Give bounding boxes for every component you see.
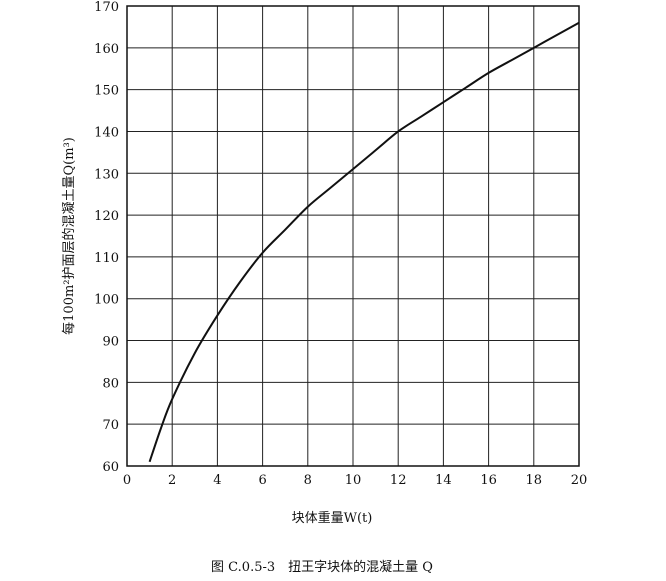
y-tick-label-100: 100 bbox=[94, 293, 119, 308]
x-tick-label-4: 4 bbox=[213, 473, 221, 488]
x-tick-label-20: 20 bbox=[571, 473, 588, 488]
y-tick-label-70: 70 bbox=[102, 418, 119, 433]
y-tick-label-120: 120 bbox=[94, 209, 119, 224]
y-tick-label-170: 170 bbox=[94, 0, 119, 15]
plot-frame bbox=[126, 5, 580, 467]
x-tick-label-6: 6 bbox=[258, 473, 266, 488]
y-tick-label-90: 90 bbox=[102, 335, 119, 350]
x-tick-label-18: 18 bbox=[526, 473, 543, 488]
x-tick-label-14: 14 bbox=[435, 473, 452, 488]
y-tick-label-80: 80 bbox=[102, 376, 119, 391]
y-tick-label-140: 140 bbox=[94, 125, 119, 140]
x-tick-labels: 0 2 4 6 8 10 12 14 16 18 20 bbox=[123, 473, 587, 488]
y-tick-label-130: 130 bbox=[94, 167, 119, 182]
grid-lines bbox=[126, 5, 580, 467]
x-tick-label-10: 10 bbox=[345, 473, 362, 488]
series-line bbox=[148, 21, 580, 463]
x-tick-label-8: 8 bbox=[304, 473, 312, 488]
y-tick-label-60: 60 bbox=[102, 460, 119, 475]
x-axis-label: 块体重量W(t) bbox=[292, 510, 373, 526]
y-tick-label-150: 150 bbox=[94, 84, 119, 99]
x-tick-label-0: 0 bbox=[123, 473, 131, 488]
y-axis-label: 每100m²护面层的混凝土量Q(m³) bbox=[61, 137, 77, 335]
y-tick-label-110: 110 bbox=[94, 251, 119, 266]
figure-caption: 图 C.0.5-3 扭王字块体的混凝土量 Q bbox=[211, 559, 433, 575]
x-tick-label-12: 12 bbox=[390, 473, 407, 488]
y-tick-labels: 60 70 80 90 100 110 120 130 140 150 160 170 bbox=[94, 0, 119, 475]
x-tick-label-2: 2 bbox=[168, 473, 176, 488]
y-tick-label-160: 160 bbox=[94, 42, 119, 57]
x-tick-label-16: 16 bbox=[480, 473, 497, 488]
